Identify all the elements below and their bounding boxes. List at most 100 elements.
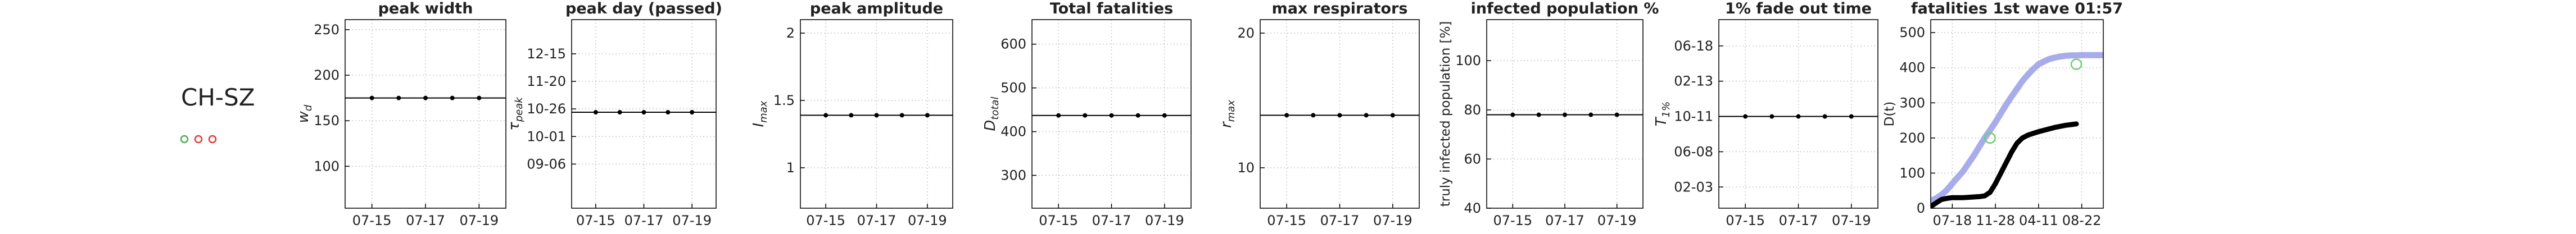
x-tick-label: 08-22 (2062, 213, 2102, 228)
y-axis-label-main: τ (506, 122, 523, 131)
x-tick-label: 07-17 (1545, 213, 1584, 228)
data-point (617, 110, 622, 115)
axes-frame (1031, 19, 1192, 209)
data-point (1743, 114, 1748, 119)
data-point (1849, 114, 1854, 119)
plot-area (345, 95, 506, 100)
y-tick-label: 400 (1000, 124, 1026, 140)
x-tick-label: 07-18 (1933, 213, 1972, 228)
x-tick-label: 07-19 (1373, 213, 1413, 228)
x-tick-label: 07-15 (576, 213, 615, 228)
x-tick-label: 07-15 (1726, 213, 1765, 228)
data-point (1056, 113, 1061, 118)
y-tick-label: 100 (314, 158, 339, 174)
y-tick-label: 500 (1000, 80, 1026, 96)
y-tick-label: 10 (1237, 160, 1255, 176)
data-point (593, 110, 598, 115)
y-axis-label-main: r (1218, 121, 1235, 128)
data-point (1563, 112, 1567, 117)
x-tick-label: 07-15 (1267, 213, 1306, 228)
y-axis-label-sub: total (989, 97, 1001, 120)
data-point (823, 113, 829, 118)
x-tick-label: 07-19 (1597, 213, 1637, 228)
y-tick-label: 40 (1464, 200, 1481, 216)
data-point (1284, 113, 1289, 118)
y-tick-label: 500 (1899, 25, 1925, 40)
y-tick-label: 250 (314, 22, 339, 38)
y-tick-label: 20 (1237, 25, 1255, 41)
y-axis-label-sub: d (302, 104, 314, 111)
y-axis-label-main: D(t) (1882, 102, 1897, 127)
plot-area (572, 110, 716, 115)
chart-title: fatalities 1st wave 01:57 (1911, 0, 2123, 17)
axes-frame (345, 19, 506, 209)
x-tick-label: 07-15 (352, 213, 392, 228)
y-tick-label: 12-15 (527, 46, 566, 62)
y-tick-label: 09-06 (527, 156, 566, 172)
x-tick-label: 07-15 (1493, 213, 1532, 228)
y-axis-label-sub: max (1225, 100, 1237, 122)
x-tick-label: 07-17 (857, 213, 897, 228)
data-point (1390, 113, 1395, 118)
axes-frame (1260, 19, 1420, 209)
y-axis-label-sub: 1% (1660, 102, 1672, 118)
x-tick-label: 07-19 (672, 213, 712, 228)
y-tick-label: 600 (1000, 36, 1026, 52)
y-axis-label: truly infected population [%] (1438, 21, 1453, 207)
x-tick-label: 07-17 (406, 213, 445, 228)
y-tick-label: 100 (1455, 53, 1481, 68)
y-tick-label: 11-20 (527, 74, 566, 89)
x-tick-label: 07-17 (624, 213, 664, 228)
data-point (874, 113, 879, 118)
y-axis-label-main: I (750, 123, 767, 127)
y-tick-label: 10-11 (1674, 109, 1713, 125)
x-tick-label: 07-19 (1145, 213, 1184, 228)
y-axis-label: Imax (750, 100, 769, 127)
x-tick-label: 07-15 (1039, 213, 1078, 228)
y-axis-label: wd (295, 104, 314, 123)
data-point (1162, 113, 1167, 118)
x-tick-label: 07-19 (459, 213, 499, 228)
data-point (450, 95, 455, 100)
y-axis-label: D(t) (1882, 102, 1897, 127)
y-axis-label-sub: peak (513, 97, 525, 123)
y-tick-label: 02-13 (1674, 74, 1713, 89)
data-point (1510, 112, 1515, 117)
data-point (925, 113, 930, 118)
y-tick-label: 06-08 (1674, 144, 1713, 159)
y-axis-label-main: D (982, 120, 999, 131)
plot-area (1487, 112, 1643, 117)
y-axis-label-main: T (1653, 116, 1670, 126)
y-tick-label: 1 (786, 160, 795, 176)
data-point (1337, 113, 1342, 118)
y-tick-label: 10-26 (527, 101, 566, 117)
x-tick-label: 07-17 (1092, 213, 1131, 228)
chart-title: peak amplitude (810, 0, 943, 17)
data-point (477, 95, 482, 100)
axes-frame (1486, 19, 1644, 209)
data-point (396, 95, 401, 100)
data-point (1588, 112, 1593, 117)
x-tick-label: 07-17 (1779, 213, 1818, 228)
status-dot (180, 135, 189, 144)
y-tick-label: 200 (1899, 130, 1925, 146)
y-tick-label: 0 (1917, 200, 1925, 216)
data-point (899, 113, 904, 118)
data-point (1614, 112, 1619, 117)
plot-area (1931, 52, 2103, 208)
axes-frame (1930, 19, 2104, 209)
y-tick-label: 02-03 (1674, 179, 1713, 195)
plot-area (800, 113, 953, 118)
y-axis-label-sub: max (758, 100, 769, 123)
y-tick-label: 60 (1464, 151, 1481, 167)
region-label: CH-SZ (181, 84, 255, 111)
data-point (1769, 114, 1774, 119)
data-point (1135, 113, 1140, 118)
data-point (369, 95, 374, 100)
y-tick-label: 2 (786, 25, 795, 41)
data-line (1931, 52, 2103, 204)
data-marker (1984, 132, 1996, 144)
data-point (1083, 113, 1088, 118)
y-tick-label: 100 (1899, 165, 1925, 181)
